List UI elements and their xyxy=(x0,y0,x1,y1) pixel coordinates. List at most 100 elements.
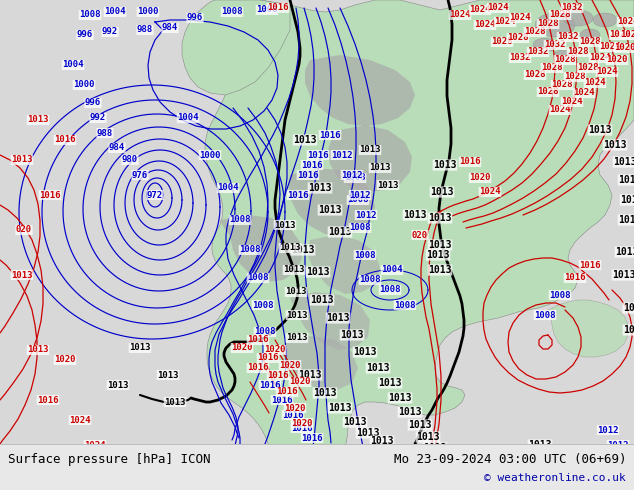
Text: 1008: 1008 xyxy=(256,5,278,15)
Text: 1013: 1013 xyxy=(403,210,427,220)
Text: 992: 992 xyxy=(90,114,106,122)
Text: 1008: 1008 xyxy=(247,273,269,283)
Text: Surface pressure [hPa] ICON: Surface pressure [hPa] ICON xyxy=(8,452,210,466)
Text: 1008: 1008 xyxy=(252,300,274,310)
Text: 1013: 1013 xyxy=(428,213,452,223)
Ellipse shape xyxy=(554,50,570,60)
Text: 1013: 1013 xyxy=(286,311,307,319)
Text: 1016: 1016 xyxy=(268,3,288,13)
Text: 972: 972 xyxy=(147,191,163,199)
Text: 1012: 1012 xyxy=(209,464,231,472)
Text: 1013: 1013 xyxy=(620,195,634,205)
Text: 1016: 1016 xyxy=(271,395,293,405)
Text: 1028: 1028 xyxy=(491,38,513,47)
Text: 1013: 1013 xyxy=(298,370,321,380)
Text: 980: 980 xyxy=(122,155,138,165)
Text: 1020: 1020 xyxy=(289,377,311,387)
Ellipse shape xyxy=(563,10,593,26)
Text: 1004: 1004 xyxy=(62,60,84,70)
Ellipse shape xyxy=(535,13,575,37)
Text: 1013: 1013 xyxy=(27,345,49,354)
Text: 988: 988 xyxy=(137,25,153,34)
Text: 101: 101 xyxy=(623,325,634,335)
Text: 1013: 1013 xyxy=(328,227,352,237)
Text: 1024: 1024 xyxy=(474,21,496,29)
Text: 1024: 1024 xyxy=(599,43,621,51)
Text: 1013: 1013 xyxy=(424,443,447,453)
Text: 1013: 1013 xyxy=(306,267,330,277)
Text: 1028: 1028 xyxy=(567,48,589,56)
Text: 1028: 1028 xyxy=(524,71,546,79)
Polygon shape xyxy=(290,292,370,350)
Polygon shape xyxy=(308,235,380,294)
Text: 1008: 1008 xyxy=(534,311,556,319)
Text: 1024: 1024 xyxy=(561,98,583,106)
Text: 020: 020 xyxy=(412,230,428,240)
Text: 1013: 1013 xyxy=(618,175,634,185)
Text: 1016: 1016 xyxy=(259,381,281,390)
Text: 1013: 1013 xyxy=(327,313,350,323)
Text: 1013: 1013 xyxy=(356,428,380,438)
Text: 1000: 1000 xyxy=(137,7,158,17)
Text: 1013: 1013 xyxy=(359,146,381,154)
Text: 1016: 1016 xyxy=(564,273,586,283)
Text: 1013: 1013 xyxy=(378,378,402,388)
Text: 1013: 1013 xyxy=(27,116,49,124)
Text: 1013: 1013 xyxy=(556,457,579,467)
Text: 1008: 1008 xyxy=(394,300,416,310)
Text: 1020: 1020 xyxy=(264,345,286,354)
Text: 1013: 1013 xyxy=(377,180,399,190)
Text: 1012: 1012 xyxy=(239,461,261,469)
Text: 1028: 1028 xyxy=(551,80,573,90)
Text: 1008: 1008 xyxy=(239,245,261,254)
Text: 1020: 1020 xyxy=(284,403,306,413)
Text: 1024: 1024 xyxy=(495,18,515,26)
Text: 1013: 1013 xyxy=(294,135,317,145)
Text: 1013: 1013 xyxy=(318,205,342,215)
Text: 1013: 1013 xyxy=(11,270,33,279)
Text: 1020: 1020 xyxy=(104,454,126,463)
Text: 1008: 1008 xyxy=(347,196,369,204)
Text: 1012: 1012 xyxy=(97,461,119,469)
Text: 1024: 1024 xyxy=(589,53,611,63)
Text: 1024: 1024 xyxy=(585,78,605,88)
Text: 1016: 1016 xyxy=(257,353,279,363)
Text: 1013: 1013 xyxy=(369,164,391,172)
Text: 984: 984 xyxy=(162,24,178,32)
Text: © weatheronline.co.uk: © weatheronline.co.uk xyxy=(484,473,626,483)
Text: 1013: 1013 xyxy=(157,370,179,379)
Text: 1016: 1016 xyxy=(301,161,323,170)
Text: 1028: 1028 xyxy=(577,64,598,73)
Text: 1020: 1020 xyxy=(231,343,253,352)
Text: 1016: 1016 xyxy=(287,191,309,199)
Text: 992: 992 xyxy=(102,27,118,36)
Polygon shape xyxy=(220,215,302,282)
Text: 1028: 1028 xyxy=(507,33,529,43)
Text: 1020: 1020 xyxy=(620,30,634,40)
Text: 1028: 1028 xyxy=(549,10,571,20)
Text: 996: 996 xyxy=(85,98,101,107)
Polygon shape xyxy=(328,125,412,192)
Text: 1024: 1024 xyxy=(509,14,531,23)
Text: 1016: 1016 xyxy=(301,434,323,442)
Text: 101: 101 xyxy=(623,303,634,313)
Text: 1024: 1024 xyxy=(618,18,634,26)
Text: 1013: 1013 xyxy=(308,183,332,193)
Text: 1013: 1013 xyxy=(328,447,352,457)
Text: 1008: 1008 xyxy=(230,216,251,224)
Text: 1024: 1024 xyxy=(549,105,571,115)
Text: 1013: 1013 xyxy=(353,347,377,357)
Text: 1028: 1028 xyxy=(541,64,563,73)
Text: 1028: 1028 xyxy=(554,55,576,65)
Text: 1024: 1024 xyxy=(488,3,508,13)
Text: 1013: 1013 xyxy=(286,334,307,343)
Text: 1016: 1016 xyxy=(134,458,156,466)
Polygon shape xyxy=(548,300,628,357)
Ellipse shape xyxy=(593,13,617,27)
Text: 1020: 1020 xyxy=(55,356,75,365)
Text: 1013: 1013 xyxy=(340,330,364,340)
Text: 1016: 1016 xyxy=(579,261,601,270)
Text: 1013: 1013 xyxy=(488,450,512,460)
Text: 996: 996 xyxy=(187,14,203,23)
Text: 1013: 1013 xyxy=(164,397,186,407)
